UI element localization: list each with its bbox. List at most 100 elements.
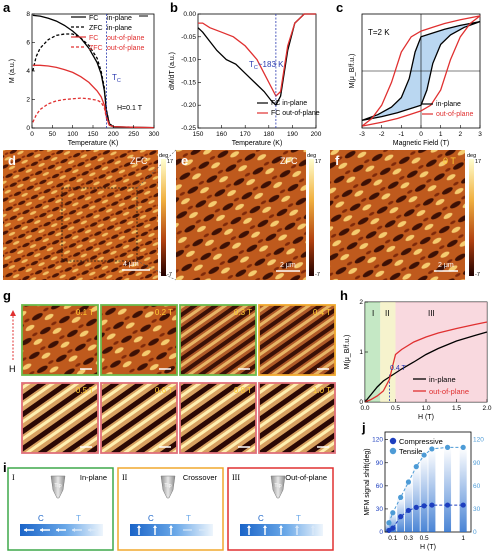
bar — [389, 512, 397, 532]
legend: FC in-plane FC out-of-plane — [257, 100, 320, 117]
colorbar-unit: deg — [467, 153, 476, 159]
y-axis-label: MFM signal shift(deg) — [364, 448, 371, 515]
colorbar-min: -7 — [167, 272, 172, 278]
series-line — [198, 13, 316, 98]
tc-annotation: TC~183 K — [249, 60, 284, 71]
x-tick-label: 2 — [459, 131, 463, 138]
x-tick-label: 2.0 — [482, 405, 491, 412]
region-label: II — [385, 309, 389, 318]
region-label: III — [428, 309, 435, 318]
bar — [428, 448, 436, 532]
series-line — [32, 64, 155, 129]
mfm-image — [330, 150, 465, 280]
arrow-head-icon — [153, 525, 157, 528]
mfm-image — [101, 383, 177, 453]
data-point — [429, 502, 435, 508]
plot-area: -3 -2 -1 0 1 2 3 Magnetic Field (T) M(μ_B/f.u.) — [349, 14, 482, 147]
x-tick-label: 0.5 — [420, 535, 429, 542]
mfm-tip-icon — [270, 475, 286, 499]
mfm-tip-icon — [160, 475, 176, 499]
arrow-head-icon — [295, 525, 299, 528]
series-line — [364, 331, 488, 403]
legend-entry: out-of-plane — [107, 45, 144, 52]
data-point — [413, 504, 419, 510]
x-axis-label: H (T) — [420, 544, 436, 551]
x-tick-label: 180 — [263, 131, 274, 138]
field-label: 1.0 T — [313, 386, 331, 395]
mfm-image — [180, 383, 256, 453]
panel-j: j 0 30 60 90 120 0 30 60 90 120 0.1 0.3 0.5 1 H (T) MFM… — [361, 420, 484, 551]
panel-label: h — [340, 288, 348, 303]
field-label: 0.6 T — [155, 386, 173, 395]
y-tick-label: -0.25 — [181, 125, 196, 132]
x-tick-label: 250 — [128, 131, 139, 138]
x-tick-label: 200 — [108, 131, 119, 138]
tc-annotation: TC — [112, 73, 121, 84]
colorbar-gradient — [161, 159, 166, 276]
y-tick-label-right: 60 — [473, 483, 481, 490]
x-tick-label: 150 — [193, 131, 204, 138]
region-ii — [380, 302, 396, 402]
arrow-head-icon — [169, 525, 173, 528]
x-axis-label: H (T) — [418, 414, 434, 421]
image-border — [179, 382, 257, 454]
plot-area: 150 160 170 180 190 200 0.00 -0.05 -0.10 -0.15 -0.… — [169, 11, 322, 147]
legend-entry: Tensile — [399, 447, 422, 456]
region-iii — [395, 302, 487, 402]
colorbar-min: -7 — [475, 272, 480, 278]
y-tick-label: -0.20 — [181, 102, 196, 109]
data-point — [398, 494, 404, 500]
image-tag: ZFC — [280, 156, 298, 166]
y-tick-label: 8 — [26, 11, 30, 18]
panel-c: c -3 -2 -1 0 1 2 3 Magnetic Field (T) M(μ_B/f.u.… — [336, 0, 482, 147]
compressive-label: C — [38, 514, 44, 523]
x-tick-label: 150 — [88, 131, 99, 138]
bar — [420, 455, 428, 532]
x-tick-label: 1.0 — [421, 405, 430, 412]
bar — [385, 522, 393, 532]
colorbar: deg 17 -7 — [159, 153, 173, 278]
mfm-image — [22, 383, 98, 453]
legend-entry: in-plane — [429, 375, 456, 384]
compressive-label: C — [148, 514, 154, 523]
image-tag: ZFC — [130, 156, 148, 166]
series-line — [364, 321, 488, 403]
mfm-image — [3, 150, 158, 280]
data-point — [386, 520, 392, 526]
colorbar-unit: deg — [159, 153, 168, 159]
mfm-image — [259, 383, 335, 453]
tensile-label: T — [186, 514, 191, 523]
regime-title: Out-of-plane — [285, 473, 327, 482]
tip-label: Tip — [54, 483, 61, 489]
x-tick-label: 0 — [419, 131, 423, 138]
legend: in-plane out-of-plane — [413, 375, 469, 396]
data-point — [444, 444, 451, 450]
data-point — [390, 510, 396, 516]
tensile-label: T — [296, 514, 301, 523]
x-tick-label: 1 — [461, 535, 465, 542]
legend-entry: out-of-plane — [436, 111, 473, 118]
field-label: 0.5 T — [76, 386, 94, 395]
series-line — [32, 33, 114, 128]
y-tick-label: 2 — [26, 97, 30, 104]
regime-number: II — [122, 473, 128, 482]
colorbar-max: 17 — [315, 159, 321, 165]
x-tick-label: -2 — [379, 131, 385, 138]
scale-bar-label: 2 μm — [280, 262, 296, 269]
colorbar: deg 17 -7 — [467, 153, 481, 278]
y-tick-label-right: 90 — [473, 460, 481, 467]
panel-g: g H 0.1 T 0.2 T 0.3 T 0.4 T 0.5 T 0.6 T 0.8 T 1… — [3, 288, 336, 454]
x-tick-label: 200 — [311, 131, 322, 138]
data-point — [398, 514, 404, 520]
x-tick-label: 0 — [30, 131, 34, 138]
y-tick-label: 2 — [359, 299, 363, 306]
x-tick-label: 300 — [149, 131, 160, 138]
legend-entry: out-of-plane — [107, 35, 144, 42]
arrow-head-icon — [40, 528, 43, 532]
image-border — [100, 304, 178, 376]
series-line — [197, 13, 316, 107]
arrow-head-icon — [263, 525, 267, 528]
tip-label: Tip — [164, 483, 171, 489]
x-tick-label: -1 — [398, 131, 404, 138]
data-point — [429, 446, 435, 452]
